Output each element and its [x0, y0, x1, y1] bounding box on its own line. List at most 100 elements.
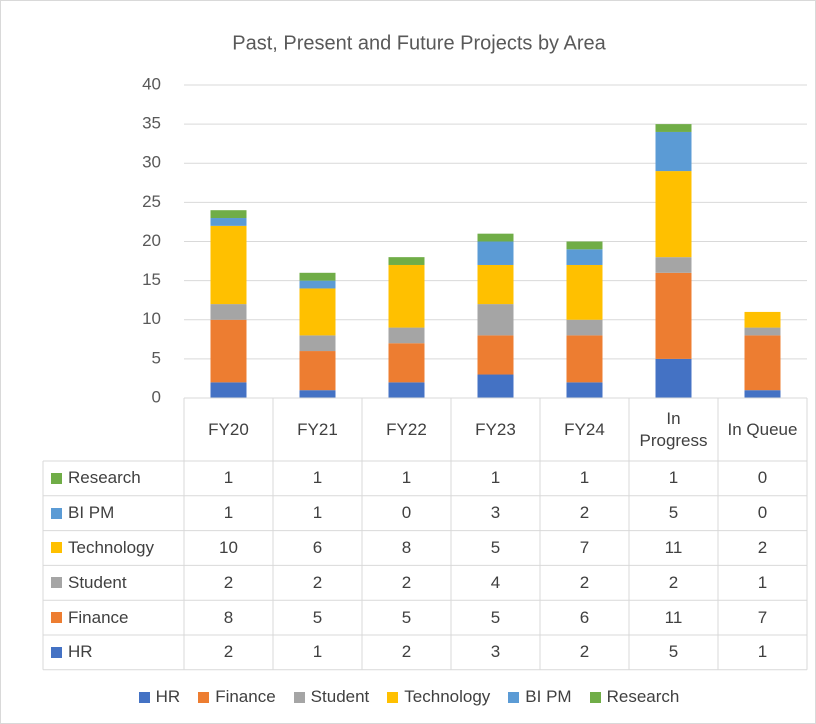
series-name: Technology — [68, 537, 155, 557]
table-cell: 1 — [401, 468, 412, 488]
table-cell: 2 — [757, 537, 768, 557]
bar-segment — [566, 335, 603, 383]
bar-segment — [655, 272, 692, 359]
table-row-header: Technology — [43, 531, 184, 566]
table-cell: 1 — [757, 572, 768, 592]
bar-segment — [477, 264, 514, 305]
y-tick-label: 0 — [152, 387, 161, 406]
table-row-header: HR — [43, 635, 184, 670]
y-tick-label: 10 — [142, 309, 161, 328]
chart-title: Past, Present and Future Projects by Are… — [232, 32, 606, 54]
table-row-header: Finance — [43, 600, 184, 635]
legend-label: Research — [606, 687, 680, 706]
bar-segment — [299, 272, 336, 281]
legend-label: Student — [310, 687, 370, 706]
table-cell: 1 — [668, 468, 679, 488]
bar-segment — [477, 304, 514, 336]
legend-key — [293, 691, 305, 703]
table-cell: 5 — [312, 607, 323, 627]
x-tick-label: FY24 — [564, 419, 605, 439]
table-cell: 2 — [668, 572, 679, 592]
bar-segment — [655, 257, 692, 273]
legend-key — [589, 691, 601, 703]
table-cell: 3 — [490, 503, 501, 523]
legend-item: Technology — [387, 687, 490, 707]
legend-label: BI PM — [525, 687, 572, 706]
bar-segment — [566, 241, 603, 250]
table-cell: 6 — [579, 607, 590, 627]
bar-segment — [388, 264, 425, 328]
table-cell: 5 — [490, 607, 501, 627]
series-name: Research — [68, 468, 141, 488]
bar-segment — [210, 218, 247, 226]
bar-segment — [477, 233, 514, 242]
bar-segment — [655, 358, 692, 398]
y-tick-label: 5 — [152, 348, 161, 367]
legend-key — [51, 612, 62, 624]
legend-label: Finance — [215, 687, 276, 706]
table-cell: 1 — [579, 468, 590, 488]
bar-segment — [744, 335, 781, 391]
bar-segment — [655, 171, 692, 258]
table-cell: 3 — [490, 642, 501, 662]
series-name: BI PM — [68, 503, 115, 523]
table-cell: 5 — [668, 503, 679, 523]
bar-segment — [299, 351, 336, 391]
bar-segment — [388, 327, 425, 344]
bar-segment — [299, 390, 336, 398]
table-cell: 5 — [401, 607, 412, 627]
table-cell: 1 — [223, 503, 234, 523]
bar-segment — [744, 390, 781, 398]
table-cell: 2 — [223, 642, 234, 662]
table-cell: 2 — [223, 572, 234, 592]
table-cell: 0 — [401, 503, 412, 523]
x-tick-label: FY20 — [208, 419, 249, 439]
bar-segment — [299, 288, 336, 336]
legend-key — [508, 691, 520, 703]
bar-segment — [210, 319, 247, 383]
bar-segment — [388, 257, 425, 265]
table-cell: 2 — [401, 642, 412, 662]
legend-label: Technology — [404, 687, 491, 706]
table-cell: 11 — [664, 537, 683, 557]
bar-segment — [566, 319, 603, 336]
bar-segment — [388, 343, 425, 383]
bar-segment — [210, 225, 247, 305]
x-tick-label: In Queue — [727, 419, 798, 439]
x-tick-label: FY23 — [475, 419, 516, 439]
bar-segment — [210, 304, 247, 320]
table-cell: 0 — [757, 503, 768, 523]
bar-segment — [388, 382, 425, 398]
legend-label: HR — [155, 687, 181, 706]
table-cell: 8 — [401, 537, 412, 557]
table-cell: 1 — [312, 503, 323, 523]
table-cell: 1 — [223, 468, 234, 488]
bar-segment — [477, 374, 514, 398]
x-tick-label: FY22 — [386, 419, 427, 439]
table-row-header: Student — [43, 565, 184, 600]
series-name: Student — [68, 572, 127, 592]
table-cell: 10 — [219, 537, 238, 557]
x-tick-label: FY21 — [297, 419, 338, 439]
bar-segment — [477, 241, 514, 265]
table-cell: 2 — [401, 572, 412, 592]
y-tick-label: 40 — [142, 74, 161, 93]
legend-item: Student — [293, 687, 370, 707]
y-tick-label: 25 — [142, 192, 161, 211]
bar-segment — [477, 335, 514, 375]
bar-segment — [210, 210, 247, 219]
legend-item: BI PM — [508, 687, 572, 707]
table-cell: 2 — [579, 642, 590, 662]
legend-key — [198, 691, 210, 703]
table-cell: 1 — [490, 468, 501, 488]
y-tick-label: 35 — [142, 114, 161, 133]
legend-key — [51, 507, 62, 519]
table-row-header: BI PM — [43, 496, 184, 531]
table-cell: 1 — [312, 468, 323, 488]
table-cell: 7 — [757, 607, 768, 627]
table-cell: 4 — [490, 572, 501, 592]
bar-segment — [566, 382, 603, 398]
y-tick-label: 15 — [142, 270, 161, 289]
